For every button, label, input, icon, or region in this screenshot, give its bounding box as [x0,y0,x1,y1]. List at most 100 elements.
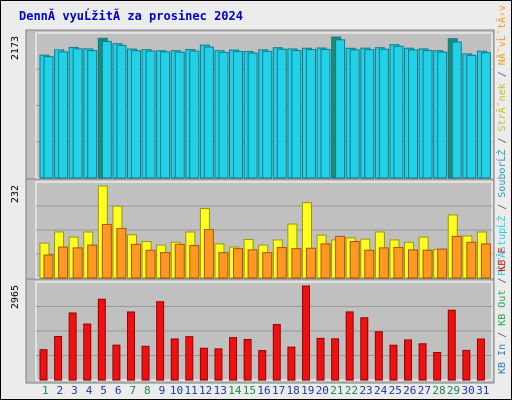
bar-kb-day-3 [68,312,77,381]
bar-kb-day-5 [97,298,106,381]
legend-item-2: KB Out [497,290,508,326]
bar-kb-day-10 [170,338,179,381]
legend-text: KB In / KB Out / KB F [497,248,508,374]
right-legend-bottom: KB In / KB Out / KB F [497,248,508,374]
bar-visits-day-5 [101,223,112,279]
bar-visits-day-4 [87,244,98,279]
bar-visits-day-3 [72,247,83,279]
bar-files-day-6 [116,44,127,179]
x-label-day-16: 16 [257,384,270,397]
x-label-day-4: 4 [86,384,93,397]
panel-pages-visits: 232 [10,178,495,282]
bar-visits-day-27 [422,249,433,279]
x-label-day-26: 26 [403,384,416,397]
bar-kb-day-16 [258,350,267,381]
x-axis-labels: 1 2 3 4 5 6 7 8 9 10 11 12 13 14 15 16 17 18 19 20 21 22 23 24 2… [42,384,489,397]
y-max-label: 2965 [10,285,21,309]
bar-kb-day-27 [418,343,427,381]
bar-visits-day-28 [437,248,448,279]
x-label-day-2: 2 [57,384,64,397]
bar-visits-day-30 [466,241,477,279]
legend-item-3: / [497,131,508,149]
legend-text: PĹ™Ă­stupĹŻ / SouborĹŻ / StrĂˇnek / NĂˇv… [495,5,508,276]
bar-kb-day-31 [476,338,485,381]
x-label-day-9: 9 [159,384,166,397]
bar-kb-day-19 [301,285,310,381]
bar-files-day-25 [393,45,404,179]
bar-kb-day-22 [345,311,354,381]
chart-title: DennĂ­ vyuĹžitĂ­ za prosinec 2024 [19,8,243,23]
x-label-day-23: 23 [359,384,372,397]
legend-item-0: PĹ™Ă­stupĹŻ [495,216,508,276]
bar-files-day-1 [43,56,54,179]
bar-kb-day-7 [126,311,135,381]
bar-visits-day-26 [408,249,419,279]
bar-visits-day-2 [58,246,69,279]
bar-kb-day-29 [447,309,456,381]
bar-files-day-16 [262,50,273,179]
bar-files-day-17 [276,48,287,179]
bar-kb-day-9 [156,301,165,381]
bar-visits-day-18 [291,248,302,279]
bar-visits-day-23 [364,249,375,279]
x-label-day-10: 10 [170,384,183,397]
x-label-day-31: 31 [476,384,489,397]
legend-item-1: / [497,326,508,344]
x-label-day-11: 11 [184,384,197,397]
bar-files-day-30 [466,54,477,179]
legend-item-2: SouborĹŻ [495,150,508,198]
bar-visits-day-9 [160,252,171,279]
x-label-day-15: 15 [243,384,256,397]
bar-visits-day-7 [130,243,141,279]
x-label-day-6: 6 [115,384,122,397]
bar-kb-day-6 [112,344,121,381]
bar-kb-day-30 [462,349,471,381]
x-label-day-13: 13 [214,384,227,397]
legend-item-0: KB In [497,344,508,374]
x-label-day-12: 12 [199,384,212,397]
bar-visits-day-6 [116,227,127,279]
bar-files-day-8 [145,50,156,179]
x-label-day-27: 27 [418,384,431,397]
chart-panels: 2173 232 2965 [10,29,495,384]
bar-visits-day-25 [393,246,404,279]
x-label-day-25: 25 [389,384,402,397]
bar-kb-day-25 [389,344,398,381]
bar-files-day-21 [335,39,346,179]
bar-visits-day-1 [43,254,54,279]
bar-kb-day-14 [229,337,238,381]
x-label-day-3: 3 [71,384,78,397]
bar-files-day-2 [58,51,69,179]
legend-item-3: / [497,272,508,290]
x-label-day-24: 24 [374,384,388,397]
bar-files-day-28 [437,51,448,179]
legend-item-5: / [497,65,508,83]
bar-files-day-24 [378,48,389,179]
panel-kbytes: 2965 [10,278,495,384]
bar-visits-day-22 [349,241,360,279]
bar-kb-day-17 [272,324,281,381]
bar-visits-day-29 [451,235,462,279]
bar-files-day-23 [364,49,375,179]
legend-item-4: KB F [497,248,508,272]
bar-visits-day-13 [218,252,229,279]
bar-kb-day-2 [54,335,63,381]
bar-visits-day-17 [276,246,287,279]
bar-kb-day-28 [433,352,442,381]
bar-files-day-29 [451,41,462,179]
right-legend-top: PĹ™Ă­stupĹŻ / SouborĹŻ / StrĂˇnek / NĂˇv… [495,5,508,276]
bar-files-day-20 [320,48,331,179]
bar-visits-day-24 [378,247,389,279]
bar-kb-day-24 [374,331,383,381]
bar-files-day-26 [408,49,419,179]
bar-files-day-7 [130,50,141,179]
bar-files-day-31 [480,52,491,179]
bar-files-day-12 [203,46,214,179]
bar-visits-day-12 [203,229,214,279]
bar-kb-day-8 [141,345,150,381]
x-label-day-21: 21 [330,384,343,397]
x-label-day-30: 30 [462,384,475,397]
bar-visits-day-10 [174,243,185,279]
bar-kb-day-26 [404,339,413,381]
